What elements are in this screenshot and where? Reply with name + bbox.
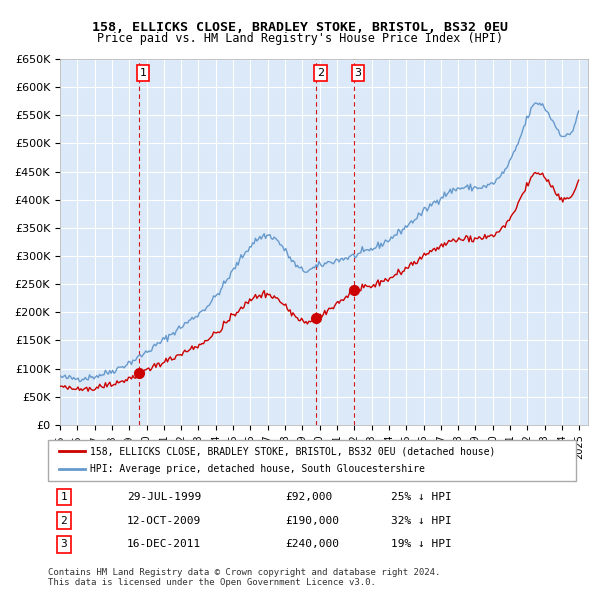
Text: Price paid vs. HM Land Registry's House Price Index (HPI): Price paid vs. HM Land Registry's House …	[97, 32, 503, 45]
Text: 12-OCT-2009: 12-OCT-2009	[127, 516, 202, 526]
Text: 158, ELLICKS CLOSE, BRADLEY STOKE, BRISTOL, BS32 0EU (detached house): 158, ELLICKS CLOSE, BRADLEY STOKE, BRIST…	[90, 446, 496, 456]
Text: 3: 3	[355, 68, 361, 78]
Text: 2: 2	[317, 68, 324, 78]
Text: 3: 3	[61, 539, 67, 549]
Text: 1: 1	[61, 492, 67, 502]
Text: Contains HM Land Registry data © Crown copyright and database right 2024.: Contains HM Land Registry data © Crown c…	[48, 568, 440, 576]
Text: £92,000: £92,000	[286, 492, 333, 502]
Text: 1: 1	[139, 68, 146, 78]
Text: This data is licensed under the Open Government Licence v3.0.: This data is licensed under the Open Gov…	[48, 578, 376, 587]
Text: 16-DEC-2011: 16-DEC-2011	[127, 539, 202, 549]
Text: 25% ↓ HPI: 25% ↓ HPI	[391, 492, 452, 502]
Text: 158, ELLICKS CLOSE, BRADLEY STOKE, BRISTOL, BS32 0EU: 158, ELLICKS CLOSE, BRADLEY STOKE, BRIST…	[92, 21, 508, 34]
Text: £190,000: £190,000	[286, 516, 340, 526]
Text: 29-JUL-1999: 29-JUL-1999	[127, 492, 202, 502]
Text: 19% ↓ HPI: 19% ↓ HPI	[391, 539, 452, 549]
Text: HPI: Average price, detached house, South Gloucestershire: HPI: Average price, detached house, Sout…	[90, 464, 425, 474]
Text: 32% ↓ HPI: 32% ↓ HPI	[391, 516, 452, 526]
FancyBboxPatch shape	[48, 440, 576, 481]
Text: 2: 2	[61, 516, 67, 526]
Text: £240,000: £240,000	[286, 539, 340, 549]
